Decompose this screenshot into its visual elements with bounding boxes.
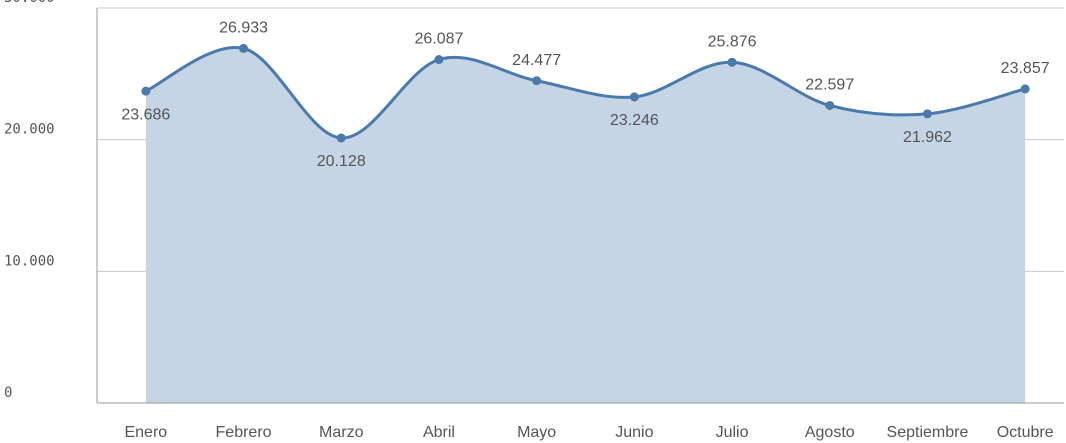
point bbox=[239, 43, 249, 53]
x-tick-label: Julio bbox=[716, 424, 749, 441]
x-tick-label: Abril bbox=[423, 424, 455, 441]
x-tick-label: Junio bbox=[615, 424, 653, 441]
x-tick-label: Enero bbox=[124, 424, 167, 441]
point bbox=[1020, 84, 1030, 94]
x-tick-label: Febrero bbox=[216, 424, 272, 441]
value-label: 23.246 bbox=[610, 112, 659, 129]
point bbox=[434, 55, 444, 65]
x-tick-label: Mayo bbox=[517, 424, 556, 441]
y-tick-label: 30.000 bbox=[4, 0, 55, 6]
x-tick-label: Agosto bbox=[805, 424, 855, 441]
y-tick-label: 10.000 bbox=[4, 253, 55, 269]
value-label: 24.477 bbox=[512, 52, 561, 69]
line bbox=[145, 45, 1026, 140]
value-label: 26.933 bbox=[219, 20, 268, 37]
value-label: 22.597 bbox=[805, 77, 854, 94]
point bbox=[825, 100, 835, 110]
point bbox=[629, 92, 639, 102]
value-label: 23.857 bbox=[1001, 60, 1050, 77]
point bbox=[141, 86, 151, 96]
value-label: 25.876 bbox=[708, 34, 757, 51]
point bbox=[336, 133, 346, 143]
x-tick-label: Octubre bbox=[997, 424, 1054, 441]
x-tick-label: Marzo bbox=[319, 424, 364, 441]
x-tick-label: Septiembre bbox=[887, 424, 969, 441]
value-label: 23.686 bbox=[121, 106, 170, 123]
value-label: 20.128 bbox=[317, 153, 366, 170]
y-tick-label: 20.000 bbox=[4, 122, 55, 138]
value-label: 26.087 bbox=[414, 31, 463, 48]
point bbox=[922, 109, 932, 119]
value-label: 21.962 bbox=[903, 129, 952, 146]
area bbox=[145, 47, 1026, 403]
point bbox=[727, 57, 737, 67]
y-tick-label: 0 bbox=[4, 385, 12, 401]
point bbox=[532, 76, 542, 86]
